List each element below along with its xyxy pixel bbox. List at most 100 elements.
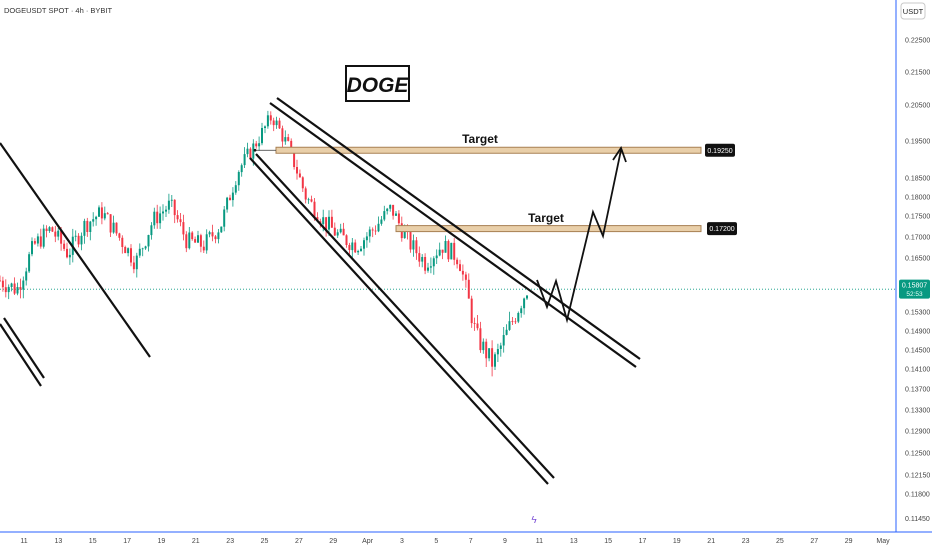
candle-body (505, 329, 508, 335)
symbol-label: DOGEUSDT SPOT · 4h · BYBIT (4, 6, 112, 15)
candle-body (223, 209, 226, 227)
candle-body (121, 237, 124, 247)
price-tick-label: 0.18500 (905, 176, 930, 183)
currency-badge[interactable] (900, 2, 926, 20)
price-tick-label: 0.12500 (905, 451, 930, 458)
candle-body (345, 235, 348, 245)
title-frame (345, 65, 410, 102)
candle-body (28, 254, 31, 272)
price-tick-label: 0.19500 (905, 139, 930, 146)
candle-body (237, 172, 240, 186)
candle-body (307, 199, 310, 201)
trend-line (3, 317, 45, 379)
candle-body (520, 308, 523, 314)
candle-body (86, 220, 89, 232)
candle-body (494, 354, 496, 367)
candle-body (461, 270, 464, 275)
candle-body (269, 115, 272, 121)
price-axis[interactable]: USDT (895, 0, 926, 532)
date-tick-label: 19 (158, 538, 166, 545)
candle-body (98, 207, 100, 217)
target-price-tag: 0.17200 (707, 222, 737, 236)
candle-body (470, 298, 473, 324)
candle-body (214, 236, 217, 240)
candle-body (199, 235, 202, 247)
candle-body (36, 236, 39, 244)
price-ticks: 0.22500 0.21500 0.20500 0.19500 0.18500 0.180… (905, 38, 930, 524)
candle-body (182, 222, 185, 235)
target-zone-1[interactable]: Target (253, 132, 702, 154)
candle-body (4, 287, 7, 293)
candle-body (514, 321, 517, 323)
candle-body (421, 257, 424, 262)
candle-body (357, 251, 360, 253)
projection-path[interactable] (536, 146, 627, 324)
candle-body (7, 286, 10, 293)
candle-body (165, 209, 167, 212)
candle-body (377, 223, 380, 232)
candle-body (322, 217, 325, 224)
target-zone-2[interactable]: Target (395, 211, 702, 233)
candle-body (54, 231, 57, 237)
candle-body (31, 241, 33, 255)
chart-title: DOGE (347, 74, 410, 97)
candle-body (25, 271, 28, 281)
candle-body (287, 137, 290, 141)
candle-body (74, 235, 77, 237)
price-tick-label: 0.15300 (905, 310, 930, 317)
candle-body (333, 227, 336, 236)
lightning-icon[interactable]: ϟ (531, 515, 537, 526)
candle-body (293, 148, 296, 167)
candle-body (118, 233, 121, 238)
candle-body (325, 217, 328, 230)
candle-body (211, 232, 214, 237)
date-tick-label: 11 (536, 538, 543, 545)
price-tag-value: 0.19250 (707, 148, 732, 155)
candle-body (144, 246, 147, 249)
price-tick-label: 0.12150 (905, 473, 930, 480)
date-tick-label: 19 (673, 538, 681, 545)
date-tick-label: 29 (845, 538, 853, 545)
candle-body (13, 283, 16, 294)
candle-body (485, 341, 488, 359)
candle-body (275, 120, 278, 126)
candle-body (389, 204, 392, 209)
date-tick-label: 9 (503, 538, 507, 545)
price-tick-label: 0.21500 (905, 70, 930, 77)
candle-body (328, 216, 330, 230)
candle-body (508, 321, 511, 330)
candle-body (284, 137, 287, 142)
date-tick-label: 21 (192, 538, 200, 545)
date-ticks[interactable]: 11 13 15 17 19 21 23 25 27 29 Apr 3 5 7 9 11 13 15 17 19 21 2… (20, 538, 890, 545)
candle-body (496, 349, 499, 355)
candle-body (310, 199, 313, 202)
candle-body (298, 173, 301, 178)
candle-body (77, 235, 80, 245)
target-label: Target (528, 211, 564, 225)
candle-body (459, 264, 461, 271)
candle-body (83, 220, 86, 236)
candle-body (159, 213, 162, 224)
candle-body (264, 126, 266, 128)
candle-body (258, 143, 261, 147)
candle-body (360, 248, 362, 251)
candle-body (229, 197, 231, 201)
candle-body (33, 241, 36, 244)
candle-body (45, 228, 48, 231)
candle-body (374, 230, 377, 232)
candle-body (266, 115, 269, 127)
trend-lines[interactable] (0, 97, 641, 485)
candle-body (444, 241, 447, 253)
candle-body (499, 345, 502, 349)
arrow-head-icon (612, 146, 627, 163)
trend-line (249, 157, 549, 485)
price-tag-bg (707, 222, 737, 236)
price-tick-label: 0.13300 (905, 408, 930, 415)
candle-body (354, 242, 357, 253)
price-tick-label: 0.18000 (905, 195, 930, 202)
candle-body (156, 211, 159, 224)
candle-body (281, 128, 284, 142)
date-tick-label: 23 (226, 538, 234, 545)
candle-body (95, 216, 98, 220)
